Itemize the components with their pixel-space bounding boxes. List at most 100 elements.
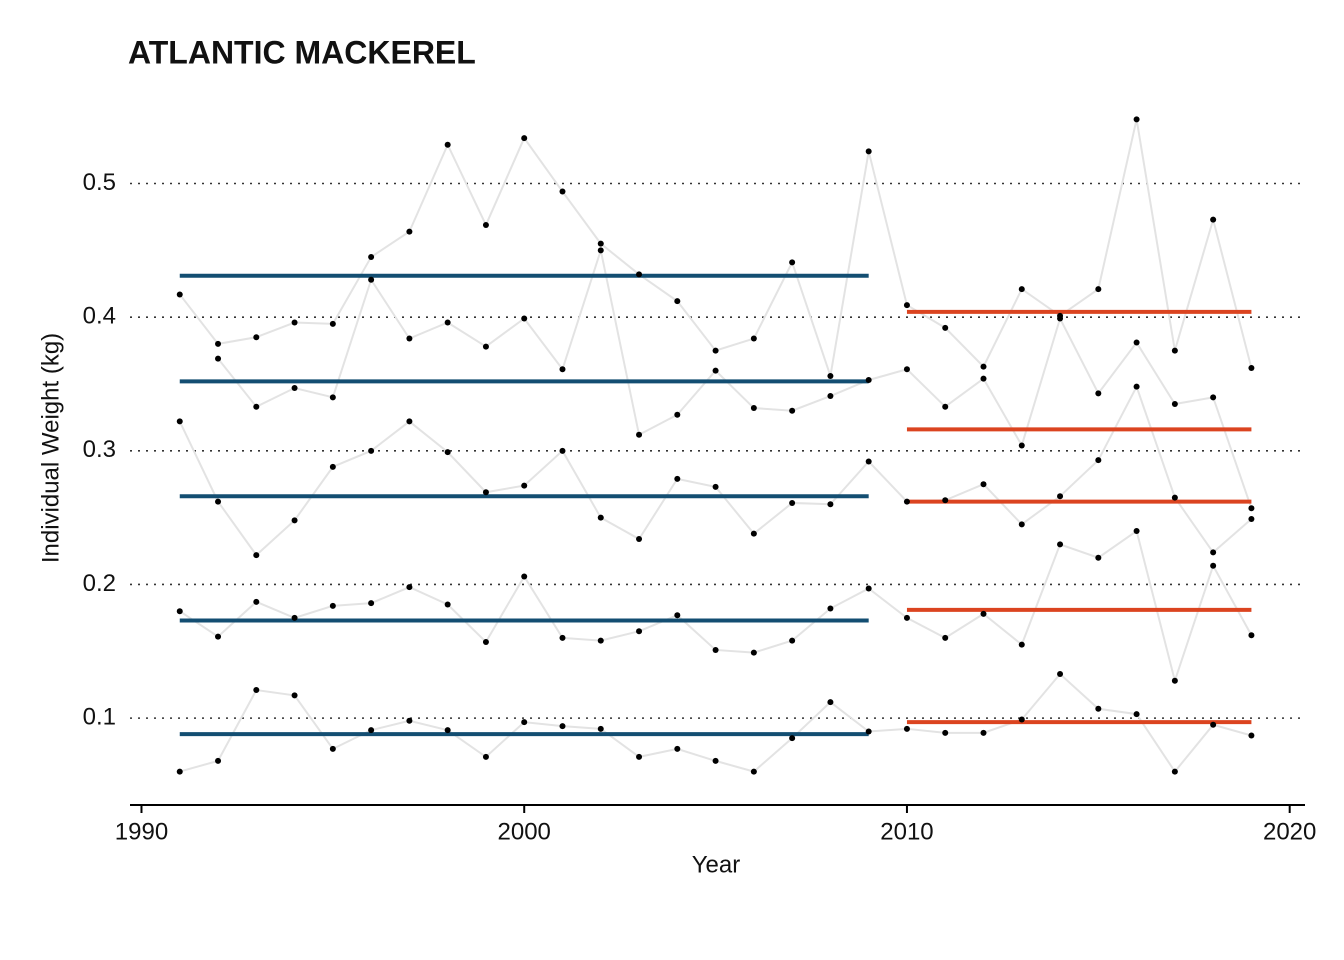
data-point <box>1210 549 1217 556</box>
data-point <box>827 699 834 706</box>
data-point <box>215 355 222 362</box>
data-point <box>827 605 834 612</box>
data-point <box>215 633 222 640</box>
data-point <box>1171 677 1178 684</box>
data-point <box>215 498 222 505</box>
data-point <box>597 725 604 732</box>
data-point <box>1248 732 1255 739</box>
data-point <box>827 501 834 508</box>
data-point <box>521 135 528 142</box>
data-point <box>980 729 987 736</box>
x-tick-label: 2000 <box>498 818 551 845</box>
data-point <box>559 447 566 454</box>
chart-title: ATLANTIC MACKEREL <box>128 34 476 70</box>
data-point <box>368 447 375 454</box>
data-point <box>674 612 681 619</box>
data-point <box>942 403 949 410</box>
data-point <box>253 334 260 341</box>
data-point <box>482 753 489 760</box>
data-point <box>827 372 834 379</box>
data-point <box>253 598 260 605</box>
data-point <box>712 483 719 490</box>
data-point <box>1171 494 1178 501</box>
data-point <box>750 530 757 537</box>
data-point <box>521 719 528 726</box>
data-point <box>215 757 222 764</box>
data-point <box>482 343 489 350</box>
data-point <box>674 298 681 305</box>
x-tick-label: 2020 <box>1263 818 1316 845</box>
data-point <box>1133 116 1140 123</box>
data-point <box>1133 339 1140 346</box>
data-point <box>712 367 719 374</box>
x-tick-label: 1990 <box>115 818 168 845</box>
data-point <box>1248 364 1255 371</box>
data-point <box>597 637 604 644</box>
data-point <box>674 475 681 482</box>
data-point <box>942 634 949 641</box>
data-point <box>1171 347 1178 354</box>
data-point <box>176 291 183 298</box>
data-point <box>559 366 566 373</box>
data-point <box>1018 286 1025 293</box>
data-point <box>636 271 643 278</box>
data-point <box>1018 641 1025 648</box>
data-point <box>291 319 298 326</box>
data-point <box>1248 515 1255 522</box>
data-point <box>253 403 260 410</box>
data-point <box>980 363 987 370</box>
data-point <box>559 634 566 641</box>
data-point <box>444 319 451 326</box>
data-point <box>980 610 987 617</box>
data-point <box>712 646 719 653</box>
data-point <box>1057 315 1064 322</box>
data-point <box>406 228 413 235</box>
data-point <box>406 418 413 425</box>
data-point <box>712 757 719 764</box>
data-point <box>789 735 796 742</box>
data-point <box>559 188 566 195</box>
data-point <box>329 463 336 470</box>
y-axis-label: Individual Weight (kg) <box>37 333 64 563</box>
data-point <box>1171 401 1178 408</box>
data-point <box>406 584 413 591</box>
data-point <box>903 498 910 505</box>
data-point <box>482 489 489 496</box>
data-point <box>291 614 298 621</box>
data-point <box>636 628 643 635</box>
y-tick-label: 0.4 <box>83 303 116 330</box>
data-point <box>1133 711 1140 718</box>
data-point <box>750 335 757 342</box>
series-line <box>217 246 1253 509</box>
data-point <box>750 768 757 775</box>
data-point <box>903 302 910 309</box>
data-point <box>1095 390 1102 397</box>
data-point <box>444 601 451 608</box>
data-point <box>291 692 298 699</box>
data-point <box>636 536 643 543</box>
data-point <box>1018 442 1025 449</box>
data-point <box>253 687 260 694</box>
data-point <box>1057 541 1064 548</box>
data-point <box>521 315 528 322</box>
data-point <box>942 729 949 736</box>
data-point <box>750 649 757 656</box>
data-point <box>368 276 375 283</box>
data-point <box>253 552 260 559</box>
data-point <box>482 638 489 645</box>
y-tick-label: 0.2 <box>83 570 116 597</box>
data-point <box>329 602 336 609</box>
data-point <box>865 458 872 465</box>
data-point <box>980 481 987 488</box>
data-point <box>1248 632 1255 639</box>
data-point <box>712 347 719 354</box>
data-point <box>329 745 336 752</box>
data-point <box>1171 768 1178 775</box>
data-point <box>176 418 183 425</box>
data-point <box>597 247 604 254</box>
data-point <box>1248 505 1255 512</box>
data-point <box>1018 521 1025 528</box>
data-point <box>903 366 910 373</box>
data-point <box>368 727 375 734</box>
